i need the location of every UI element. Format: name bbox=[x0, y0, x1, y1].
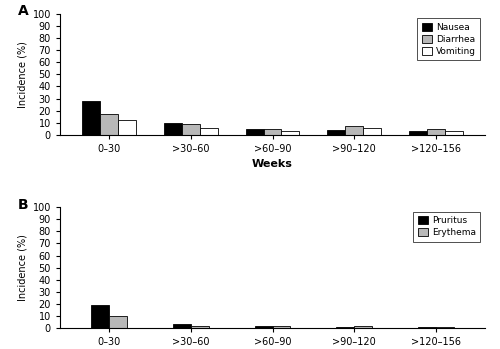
Text: A: A bbox=[18, 4, 28, 18]
Bar bbox=[363, 127, 381, 135]
Bar bbox=[272, 326, 290, 328]
Bar bbox=[118, 120, 136, 135]
Legend: Pruritus, Erythema: Pruritus, Erythema bbox=[413, 212, 480, 242]
Bar bbox=[82, 101, 100, 135]
Bar bbox=[182, 124, 200, 135]
Bar bbox=[427, 129, 445, 135]
Bar bbox=[173, 325, 191, 328]
Bar bbox=[436, 327, 454, 328]
Bar bbox=[336, 327, 354, 328]
Bar bbox=[264, 129, 281, 135]
Bar bbox=[200, 127, 218, 135]
Bar bbox=[418, 327, 436, 328]
Bar bbox=[191, 326, 209, 328]
X-axis label: Weeks: Weeks bbox=[252, 159, 293, 169]
Bar bbox=[109, 316, 127, 328]
Bar bbox=[254, 326, 272, 328]
Legend: Nausea, Diarrhea, Vomiting: Nausea, Diarrhea, Vomiting bbox=[417, 18, 480, 60]
Bar bbox=[164, 123, 182, 135]
Bar bbox=[282, 131, 300, 135]
Bar bbox=[409, 131, 427, 135]
Bar bbox=[445, 131, 463, 135]
Bar bbox=[246, 129, 264, 135]
Y-axis label: Incidence (%): Incidence (%) bbox=[17, 234, 27, 301]
Bar bbox=[100, 114, 118, 135]
Bar bbox=[328, 130, 345, 135]
Text: B: B bbox=[18, 198, 28, 211]
Bar bbox=[91, 305, 109, 328]
Bar bbox=[354, 326, 372, 328]
Y-axis label: Incidence (%): Incidence (%) bbox=[17, 41, 27, 108]
Bar bbox=[345, 126, 363, 135]
